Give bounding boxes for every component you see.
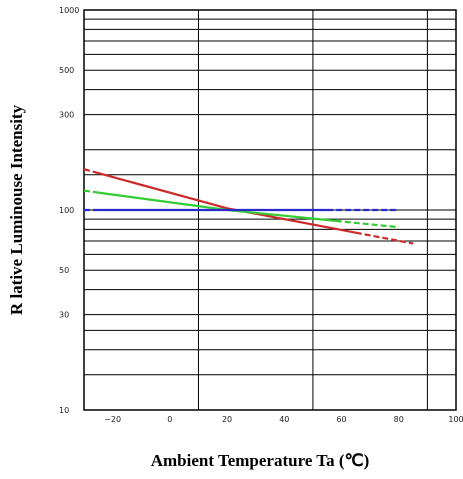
x-axis-label: Ambient Temperature Ta (℃) [151,451,370,470]
x-tick-label: −20 [104,415,121,424]
y-axis-label: R lative Luminouse Intensity [7,104,26,315]
x-tick-label: 80 [394,415,404,424]
y-tick-label: 50 [59,266,69,275]
x-tick-label: 60 [336,415,346,424]
series-1-line [98,172,357,234]
y-tick-label: 1000 [59,6,79,15]
series-1-line [355,231,414,245]
series-2-line [335,219,399,229]
x-tick-label: 40 [279,415,289,424]
series-2-line [83,189,99,194]
series-2-line [98,191,336,222]
series-1-line [83,168,99,175]
series-lines [83,168,414,245]
x-tick-label: 0 [167,415,172,424]
y-tick-label: 100 [59,206,74,215]
tick-labels: −20 0 20 40 60 80 100 10 30 50 100 300 500 1000 [59,6,463,424]
y-tick-label: 30 [59,311,69,320]
x-tick-label: 20 [222,415,232,424]
x-tick-label: 100 [448,415,463,424]
y-tick-label: 10 [59,406,69,415]
y-tick-label: 300 [59,111,74,120]
y-tick-label: 500 [59,66,74,75]
